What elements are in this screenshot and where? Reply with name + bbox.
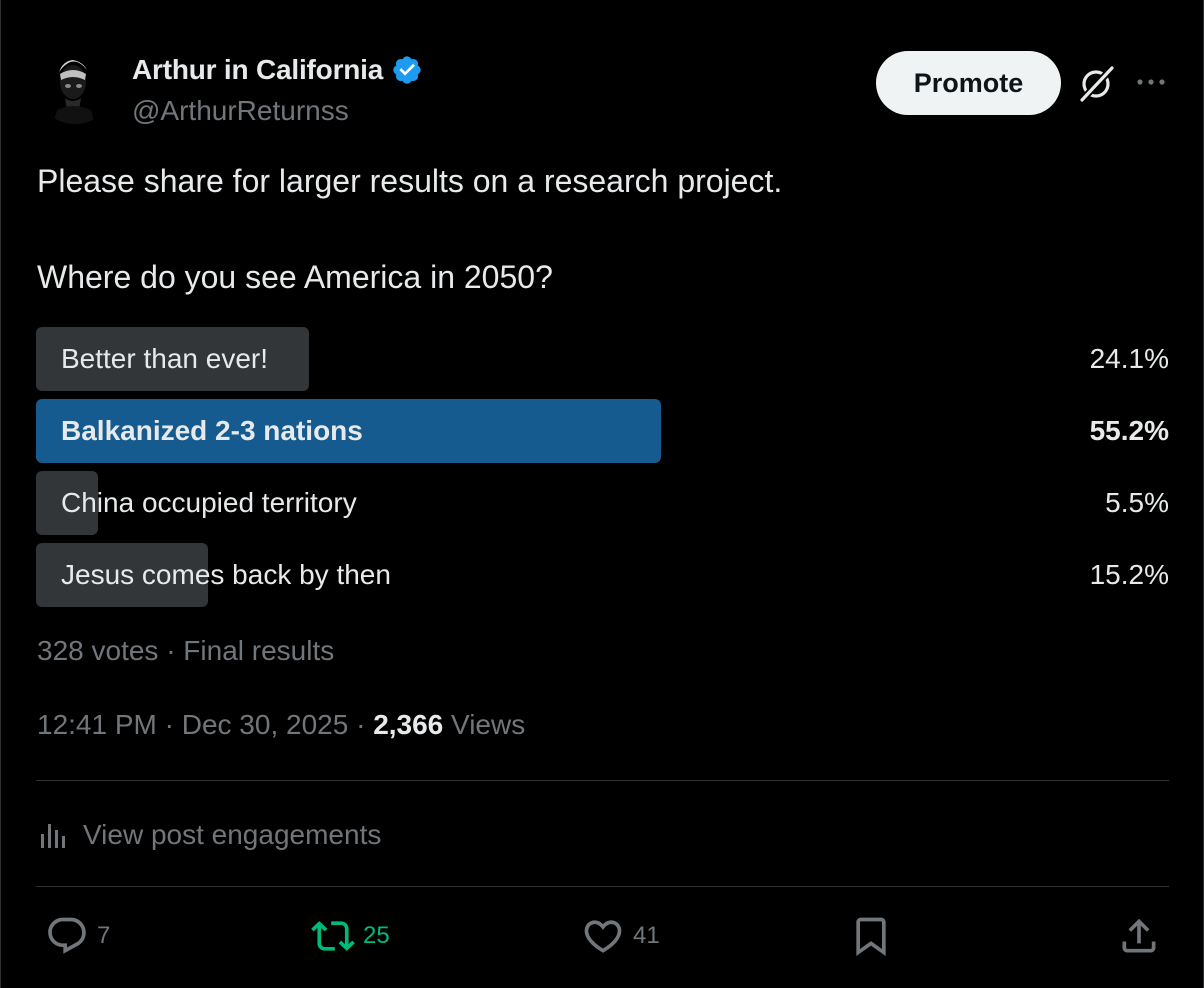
poll-option-bar [36,327,309,391]
poll-option-percent: 5.5% [1105,487,1169,518]
post-meta: 12:41 PM · Dec 30, 2025 · 2,366 Views [37,709,525,741]
author-handle[interactable]: @ArthurReturnss [132,95,349,126]
poll-option-bar [36,399,661,463]
poll-option-label: Better than ever! [61,343,269,374]
poll-option-winner: Balkanized 2-3 nations 55.2% [36,399,1169,463]
poll-option: China occupied territory 5.5% [36,471,1169,535]
poll-option: Jesus comes back by then 15.2% [36,543,1169,607]
avatar[interactable] [35,44,115,124]
post-text-line-2: Where do you see America in 2050? [37,259,553,295]
poll-option-label: Balkanized 2-3 nations [61,415,363,446]
poll-option-percent: 55.2% [1089,415,1169,446]
promote-button[interactable]: Promote [876,51,1061,115]
divider [36,886,1169,887]
divider [36,780,1169,781]
poll-option-bar [36,471,98,535]
view-engagements-label: View post engagements [83,819,382,850]
repost-button[interactable]: 25 [311,912,390,960]
bookmark-icon [856,917,886,957]
post-text-line-1: Please share for larger results on a res… [37,163,783,199]
share-button[interactable] [1117,912,1161,960]
poll-option-percent: 24.1% [1089,343,1169,374]
views-label: Views [443,709,526,740]
reply-button[interactable]: 7 [45,912,110,960]
heart-icon [584,920,622,953]
poll-option: Better than ever! 24.1% [36,327,1169,391]
analytics-icon [41,824,65,848]
poll-option-label: Jesus comes back by then [61,559,391,590]
poll-option-label: China occupied territory [61,487,357,518]
author-name[interactable]: Arthur in California [132,54,384,85]
repost-icon [311,921,355,951]
poll-summary: 328 votes · Final results [37,635,335,666]
more-icon[interactable] [1135,70,1167,94]
author-name-row: Arthur in California [132,54,423,86]
like-button[interactable]: 41 [581,912,660,960]
like-count: 41 [633,922,660,949]
grok-icon[interactable] [1076,64,1116,104]
bookmark-button[interactable] [849,912,893,960]
share-icon [1122,918,1156,953]
reply-count: 7 [97,922,111,949]
poll-option-bar [36,543,208,607]
repost-count: 25 [363,922,390,949]
reply-icon [48,917,86,954]
verified-badge-icon [393,56,421,84]
view-engagements-link[interactable]: View post engagements [37,812,381,858]
views-count: 2,366 [373,709,444,740]
poll-option-percent: 15.2% [1089,559,1169,590]
post-timestamp[interactable]: 12:41 PM · Dec 30, 2025 · [37,709,374,740]
